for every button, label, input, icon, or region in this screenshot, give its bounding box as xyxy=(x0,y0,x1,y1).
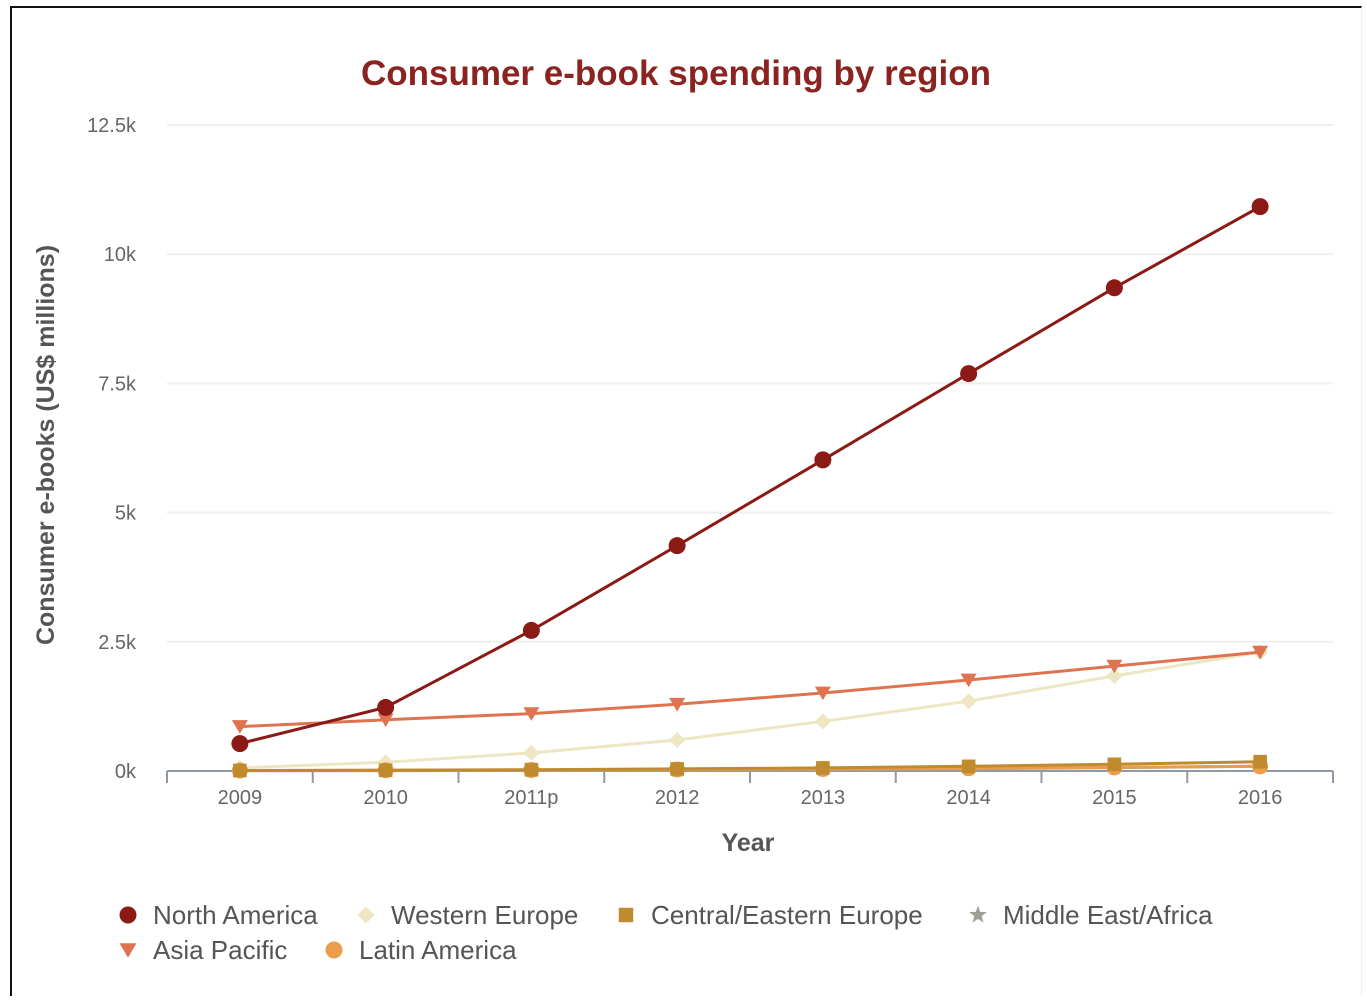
legend-item-north-america[interactable]: North America xyxy=(119,900,319,930)
x-tick-label: 2011p xyxy=(504,787,558,809)
chart-frame xyxy=(10,6,1362,996)
legend-item-middle-east-africa[interactable]: Middle East/Africa xyxy=(969,900,1213,930)
legend-item-asia-pacific[interactable]: Asia Pacific xyxy=(119,935,288,965)
x-tick-label: 2010 xyxy=(363,787,408,809)
legend-marker xyxy=(325,941,343,959)
legend-label: Middle East/Africa xyxy=(1003,900,1213,930)
legend-marker xyxy=(357,906,375,924)
data-point[interactable] xyxy=(1106,659,1123,674)
legend-item-latin-america[interactable]: Latin America xyxy=(325,935,518,965)
series-north-america[interactable] xyxy=(231,198,1269,753)
x-tick-label: 2014 xyxy=(946,787,991,809)
x-tick-label: 2013 xyxy=(801,787,846,809)
x-tick-label: 2012 xyxy=(655,787,700,809)
series-line xyxy=(239,650,1261,770)
data-point[interactable] xyxy=(814,686,831,701)
data-point[interactable] xyxy=(233,763,247,778)
legend-marker xyxy=(119,906,137,924)
legend[interactable]: North America Western Europe Central/Easte… xyxy=(119,900,1214,965)
data-point[interactable] xyxy=(1251,198,1269,216)
data-point[interactable] xyxy=(668,537,686,555)
data-point[interactable] xyxy=(669,731,686,748)
legend-label: North America xyxy=(153,900,318,930)
data-point[interactable] xyxy=(1106,667,1123,684)
legend-item-central-eastern-europe[interactable]: Central/Eastern Europe xyxy=(618,900,923,930)
data-point[interactable] xyxy=(1253,754,1267,769)
series-line xyxy=(239,650,1261,729)
x-tick-label: 2016 xyxy=(1238,787,1283,809)
data-point[interactable] xyxy=(960,693,977,710)
series-line xyxy=(239,760,1261,772)
y-tick-label: 5k xyxy=(115,503,137,525)
y-tick-label: 2.5k xyxy=(98,632,137,654)
series-central-eastern-europe[interactable] xyxy=(233,754,1267,778)
data-point[interactable] xyxy=(523,707,540,721)
data-point[interactable] xyxy=(961,759,976,774)
y-axis-title: Consumer e-books (US$ millions) xyxy=(32,245,60,645)
data-point[interactable] xyxy=(960,673,977,688)
y-tick-label: 10k xyxy=(104,244,137,266)
x-tick-label: 2015 xyxy=(1092,787,1137,809)
data-point[interactable] xyxy=(814,713,831,730)
series-layer xyxy=(231,198,1269,779)
legend-label: Western Europe xyxy=(391,900,578,930)
x-tick-label: 2009 xyxy=(218,787,263,809)
legend-label: Central/Eastern Europe xyxy=(651,900,923,930)
data-point[interactable] xyxy=(1252,645,1269,660)
x-axis-title: Year xyxy=(722,829,775,857)
data-point[interactable] xyxy=(669,697,686,712)
data-point[interactable] xyxy=(377,713,394,728)
data-point[interactable] xyxy=(377,698,395,716)
y-tick-label: 12.5k xyxy=(87,115,137,137)
series-line xyxy=(239,205,1261,746)
y-axis-tick-labels: 0k 2.5k 5k 7.5k 10k 12.5k xyxy=(87,115,137,783)
legend-label: Asia Pacific xyxy=(153,935,287,965)
legend-marker xyxy=(618,907,634,923)
legend-item-western-europe[interactable]: Western Europe xyxy=(357,900,579,930)
data-point[interactable] xyxy=(231,720,248,734)
data-point[interactable] xyxy=(816,761,830,775)
data-point[interactable] xyxy=(960,365,978,383)
legend-label: Latin America xyxy=(359,935,517,965)
grid-lines xyxy=(167,124,1333,643)
x-axis: 2009 2010 2011p 2012 2013 2014 2015 2016 xyxy=(166,770,1334,809)
data-point[interactable] xyxy=(524,762,539,777)
chart-title: Consumer e-book spending by region xyxy=(361,54,991,93)
legend-marker xyxy=(969,905,987,923)
data-point[interactable] xyxy=(670,762,684,776)
y-tick-label: 0k xyxy=(115,761,137,783)
legend-marker xyxy=(119,943,137,958)
data-point[interactable] xyxy=(378,763,393,778)
data-point[interactable] xyxy=(522,621,540,639)
data-point[interactable] xyxy=(523,744,540,761)
data-point[interactable] xyxy=(1107,757,1122,772)
data-point[interactable] xyxy=(231,735,249,753)
data-point[interactable] xyxy=(814,451,832,469)
y-tick-label: 7.5k xyxy=(98,373,137,395)
data-point[interactable] xyxy=(1105,279,1123,297)
series-asia-pacific[interactable] xyxy=(231,645,1269,734)
